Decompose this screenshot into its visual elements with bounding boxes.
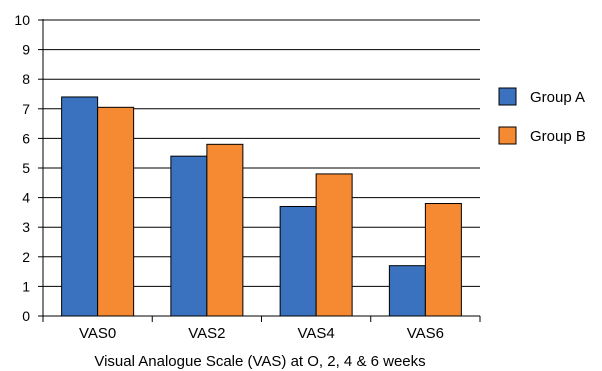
y-tick-label: 7 — [22, 101, 30, 117]
y-tick-label: 4 — [22, 190, 30, 206]
x-tick-label: VAS6 — [407, 325, 444, 342]
bar-group-a-vas4 — [279, 205, 317, 317]
y-tick-label: 10 — [14, 12, 30, 28]
bars — [61, 96, 462, 317]
bar-group-a-vas6 — [388, 265, 426, 317]
x-tick-label: VAS0 — [79, 325, 116, 342]
y-tick-labels: 0 1 2 3 4 5 6 7 8 9 10 — [14, 12, 43, 324]
x-tick-labels: VAS0 VAS2 VAS4 VAS6 — [42, 316, 481, 342]
y-tick-label: 9 — [22, 42, 30, 58]
y-tick-label: 5 — [22, 160, 30, 176]
bar-group-a-vas0 — [61, 96, 99, 317]
bar-group-b-vas0 — [97, 106, 135, 317]
y-tick-label: 3 — [22, 219, 30, 235]
x-axis-title: Visual Analogue Scale (VAS) at O, 2, 4 &… — [94, 353, 425, 370]
bar-group-b-vas6 — [424, 203, 462, 317]
y-tick-label: 8 — [22, 71, 30, 87]
bar-group-b-vas4 — [315, 173, 353, 317]
legend-label: Group B — [530, 128, 586, 145]
bar-group-a-vas2 — [170, 155, 208, 317]
x-tick-label: VAS4 — [298, 325, 335, 342]
bar-group-b-vas2 — [206, 143, 244, 317]
y-tick-label: 2 — [22, 249, 30, 265]
legend: Group A Group B — [498, 87, 586, 145]
legend-swatch-group-a — [498, 87, 517, 106]
legend-swatch-group-b — [498, 126, 517, 145]
legend-label: Group A — [530, 89, 585, 106]
y-tick-label: 6 — [22, 130, 30, 146]
y-tick-label: 1 — [22, 278, 30, 294]
y-tick-label: 0 — [22, 308, 30, 324]
x-tick-label: VAS2 — [188, 325, 225, 342]
